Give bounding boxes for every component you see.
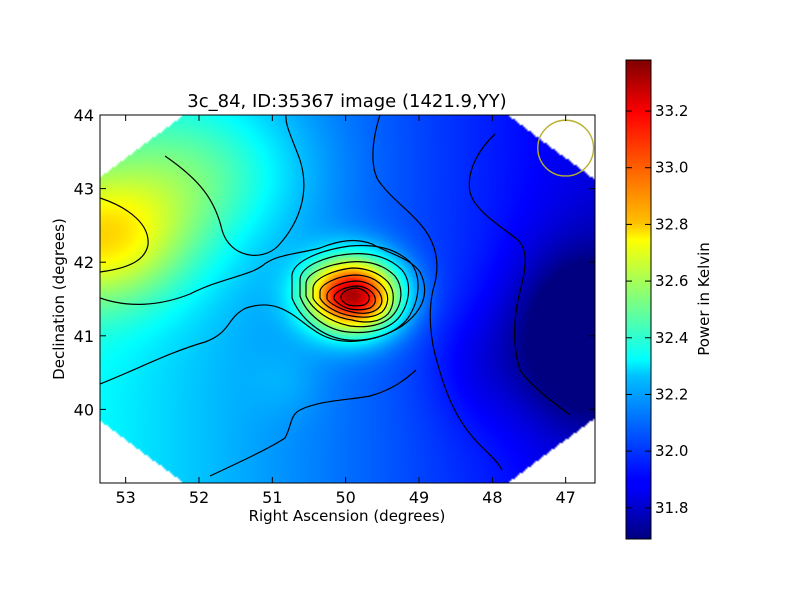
contour-line [100,239,426,385]
colorbar-axis: 31.8 32.0 32.2 32.4 32.6 32.8 33.0 33.2 [626,102,688,517]
heatmap-image [100,115,595,483]
y-tick-label: 43 [74,180,94,199]
contour-line [291,244,419,341]
x-axis-label: Right Ascension (degrees) [249,507,446,525]
x-axis: 53 52 51 50 49 48 47 [115,115,576,507]
y-axis: 40 41 42 43 44 [74,106,595,419]
contour-line [299,253,410,334]
colorbar-label: Power in Kelvin [695,242,713,356]
x-tick-label: 51 [262,488,282,507]
y-tick-label: 42 [74,253,94,272]
contour-lines [100,115,571,477]
x-tick-label: 49 [409,488,429,507]
y-tick-label: 44 [74,106,94,125]
contour-line [326,280,383,314]
x-tick-label: 52 [189,488,209,507]
y-axis-label: Declination (degrees) [50,218,68,380]
plot-frame [99,114,596,484]
contour-line [100,197,149,273]
colorbar-tick-label: 32.2 [655,385,688,403]
contour-line [468,133,571,416]
contour-line [164,115,305,256]
contour-line [305,261,402,328]
x-tick-label: 48 [482,488,502,507]
y-tick-label: 40 [74,400,94,419]
x-tick-label: 47 [555,488,575,507]
colorbar [625,59,652,540]
x-tick-label: 50 [335,488,355,507]
colorbar-tick-label: 32.4 [655,329,688,347]
chart-title: 3c_84, ID:35367 image (1421.9,YY) [187,91,506,112]
colorbar-tick-label: 33.0 [655,159,688,177]
contour-line [209,369,417,477]
colorbar-tick-label: 32.6 [655,272,688,290]
contour-line [340,287,370,307]
colorbar-tick-label: 32.0 [655,442,688,460]
colorbar-tick-label: 31.8 [655,499,688,517]
colorbar-tick-label: 33.2 [655,102,688,120]
contour-line [333,285,376,311]
contour-line [372,115,503,471]
contour-line [312,267,394,323]
contour-line [319,274,389,318]
x-tick-label: 53 [115,488,135,507]
y-tick-label: 41 [74,327,94,346]
colorbar-tick-label: 32.8 [655,215,688,233]
